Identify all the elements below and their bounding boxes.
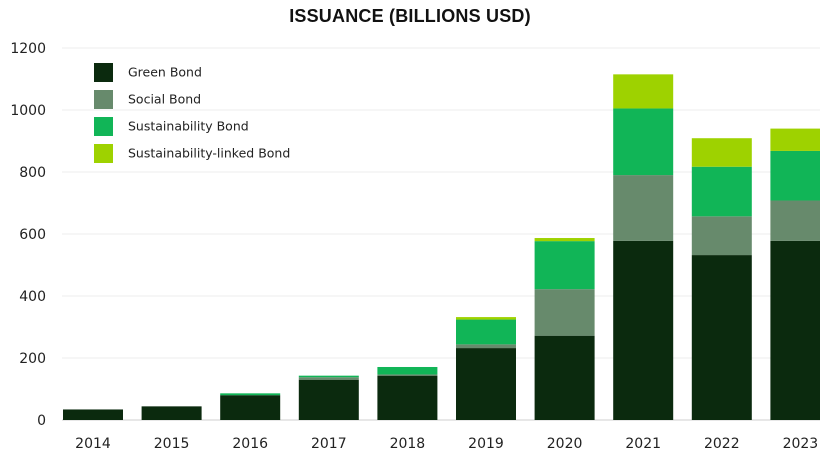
bar-social-bond-2017 [298,377,359,380]
chart-title: ISSUANCE (BILLIONS USD) [289,6,531,26]
bar-stack-2018 [377,366,438,420]
bar-social-bond-2022 [691,216,752,256]
bar-green-bond-2018 [377,375,438,420]
bar-stack-2016 [220,393,281,420]
bar-green-bond-2021 [613,240,674,420]
bar-stack-2017 [298,375,359,420]
bar-sustainability-bond-2022 [691,166,752,217]
bar-sustainability-linked-bond-2020 [534,238,595,242]
legend-swatch [94,117,113,136]
bar-green-bond-2015 [141,406,202,420]
bar-stack-2023 [770,128,820,420]
bar-sustainability-bond-2023 [770,150,820,201]
legend-item: Sustainability Bond [94,117,249,136]
bar-sustainability-bond-2016 [220,393,281,396]
legend-label: Sustainability-linked Bond [128,146,290,161]
bar-stack-2020 [534,238,595,420]
x-tick-label: 2018 [390,436,426,450]
legend-swatch [94,90,113,109]
x-tick-label: 2015 [154,436,190,450]
y-tick-label: 400 [19,289,46,305]
bar-sustainability-bond-2018 [377,366,438,375]
bar-sustainability-bond-2020 [534,241,595,290]
bar-green-bond-2022 [691,255,752,420]
bar-sustainability-linked-bond-2022 [691,138,752,167]
legend-item: Sustainability-linked Bond [94,144,290,163]
legend-swatch [94,63,113,82]
y-tick-label: 200 [19,351,46,367]
bar-social-bond-2018 [377,374,438,376]
bar-social-bond-2021 [613,175,674,241]
bar-green-bond-2019 [456,348,516,420]
legend: Green Bond Social Bond Sustainability Bond… [94,63,290,163]
x-tick-label: 2017 [311,436,347,450]
bar-social-bond-2023 [770,200,820,241]
x-axis: 2014 2015 2016 2017 2018 2019 2020 2021 2022 2023 [75,436,818,450]
legend-swatch [94,144,113,163]
y-tick-label: 1200 [10,41,46,57]
bar-stacks [63,74,820,420]
x-tick-label: 2023 [783,436,819,450]
bar-stack-2014 [63,409,123,420]
x-tick-label: 2022 [704,436,740,450]
bar-sustainability-linked-bond-2023 [770,128,820,151]
bar-sustainability-bond-2019 [456,319,516,345]
x-tick-label: 2021 [625,436,661,450]
legend-label: Social Bond [128,92,201,107]
bar-green-bond-2017 [298,379,359,420]
bar-sustainability-linked-bond-2019 [456,317,516,320]
x-tick-label: 2016 [232,436,268,450]
bar-stack-2022 [691,138,752,420]
bar-green-bond-2016 [220,395,281,420]
y-tick-label: 0 [37,413,46,429]
bar-sustainability-bond-2021 [613,108,674,176]
bar-stack-2015 [141,406,202,420]
y-axis: 0 200 400 600 800 1000 1200 [10,41,46,429]
x-tick-label: 2014 [75,436,111,450]
y-tick-label: 1000 [10,103,46,119]
legend-item: Social Bond [94,90,201,109]
legend-label: Green Bond [128,65,202,80]
bar-social-bond-2019 [456,344,516,349]
bar-stack-2021 [613,74,674,420]
bar-green-bond-2020 [534,335,595,420]
x-tick-label: 2019 [468,436,504,450]
bar-sustainability-bond-2017 [298,375,359,378]
bar-social-bond-2020 [534,289,595,336]
bar-green-bond-2023 [770,240,820,420]
x-tick-label: 2020 [547,436,583,450]
bar-stack-2019 [456,317,516,420]
bar-sustainability-linked-bond-2021 [613,74,674,109]
y-tick-label: 800 [19,165,46,181]
legend-label: Sustainability Bond [128,119,249,134]
legend-item: Green Bond [94,63,202,82]
y-tick-label: 600 [19,227,46,243]
bar-green-bond-2014 [63,409,123,420]
